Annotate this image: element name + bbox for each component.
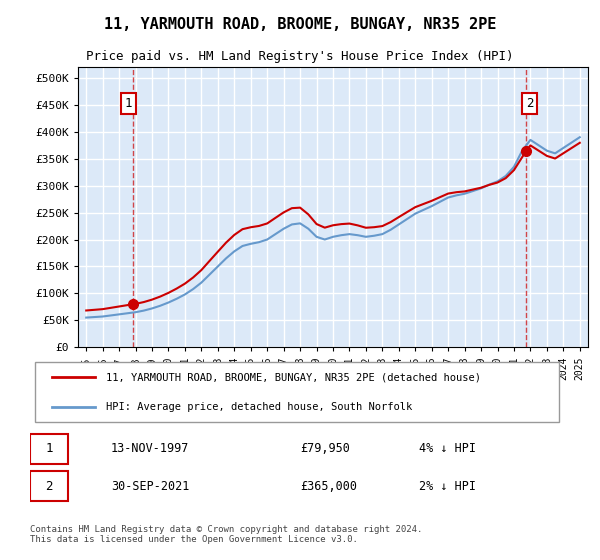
Text: 30-SEP-2021: 30-SEP-2021	[111, 479, 190, 493]
Text: HPI: Average price, detached house, South Norfolk: HPI: Average price, detached house, Sout…	[106, 402, 412, 412]
FancyBboxPatch shape	[30, 433, 68, 464]
Text: 11, YARMOUTH ROAD, BROOME, BUNGAY, NR35 2PE (detached house): 11, YARMOUTH ROAD, BROOME, BUNGAY, NR35 …	[106, 372, 481, 382]
Text: 2: 2	[45, 479, 53, 493]
Text: £79,950: £79,950	[300, 442, 350, 455]
Text: 2% ↓ HPI: 2% ↓ HPI	[419, 479, 476, 493]
Text: £365,000: £365,000	[300, 479, 357, 493]
FancyBboxPatch shape	[35, 362, 559, 422]
Text: 4% ↓ HPI: 4% ↓ HPI	[419, 442, 476, 455]
Text: 1: 1	[125, 97, 132, 110]
Text: 2: 2	[526, 97, 533, 110]
Text: Price paid vs. HM Land Registry's House Price Index (HPI): Price paid vs. HM Land Registry's House …	[86, 50, 514, 63]
FancyBboxPatch shape	[30, 471, 68, 501]
Text: 11, YARMOUTH ROAD, BROOME, BUNGAY, NR35 2PE: 11, YARMOUTH ROAD, BROOME, BUNGAY, NR35 …	[104, 17, 496, 32]
Text: 1: 1	[45, 442, 53, 455]
Text: 13-NOV-1997: 13-NOV-1997	[111, 442, 190, 455]
Text: Contains HM Land Registry data © Crown copyright and database right 2024.
This d: Contains HM Land Registry data © Crown c…	[30, 525, 422, 544]
